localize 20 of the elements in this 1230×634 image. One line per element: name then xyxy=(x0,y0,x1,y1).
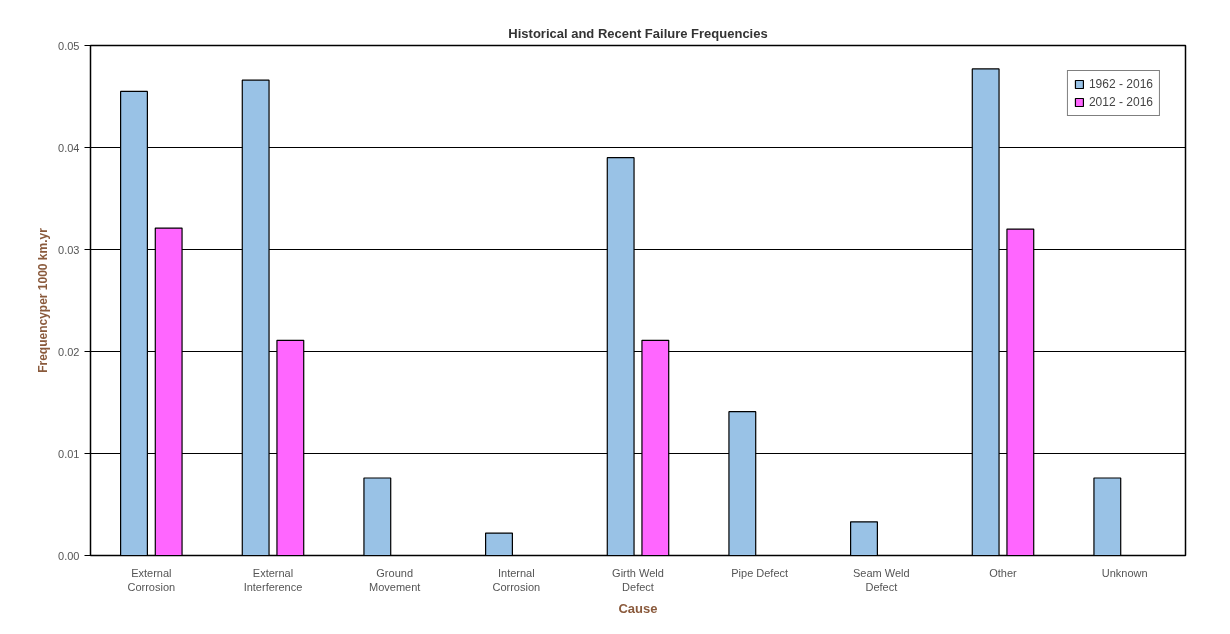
legend-label: 1962 - 2016 xyxy=(1088,77,1153,91)
y-tick-label: 0.04 xyxy=(58,141,80,154)
y-tick-label: 0.00 xyxy=(58,549,80,562)
x-tick-label: External Interference xyxy=(243,566,303,593)
legend-label: 2012 - 2016 xyxy=(1088,95,1153,109)
x-tick-label: Seam Weld Defect xyxy=(853,566,910,593)
y-tick-label: 0.05 xyxy=(58,39,80,52)
x-tick-label: Pipe Defect xyxy=(731,566,789,579)
x-tick-label: Ground Movement xyxy=(368,566,421,593)
x-tick-label: Other xyxy=(989,566,1018,579)
chart-title: Historical and Recent Failure Frequencies xyxy=(508,25,768,41)
y-tick-label: 0.01 xyxy=(58,447,80,460)
y-tick-label: 0.02 xyxy=(58,345,80,358)
y-axis-title: Frequencyper 1000 km.yr xyxy=(36,227,51,373)
x-tick-label: Internal Corrosion xyxy=(492,566,541,593)
y-tick-label: 0.03 xyxy=(58,243,80,256)
x-tick-label: External Corrosion xyxy=(127,566,176,593)
x-axis-title: Cause xyxy=(618,600,658,616)
x-tick-label: Girth Weld Defect xyxy=(612,566,664,593)
x-tick-label: Unknown xyxy=(1101,566,1148,579)
